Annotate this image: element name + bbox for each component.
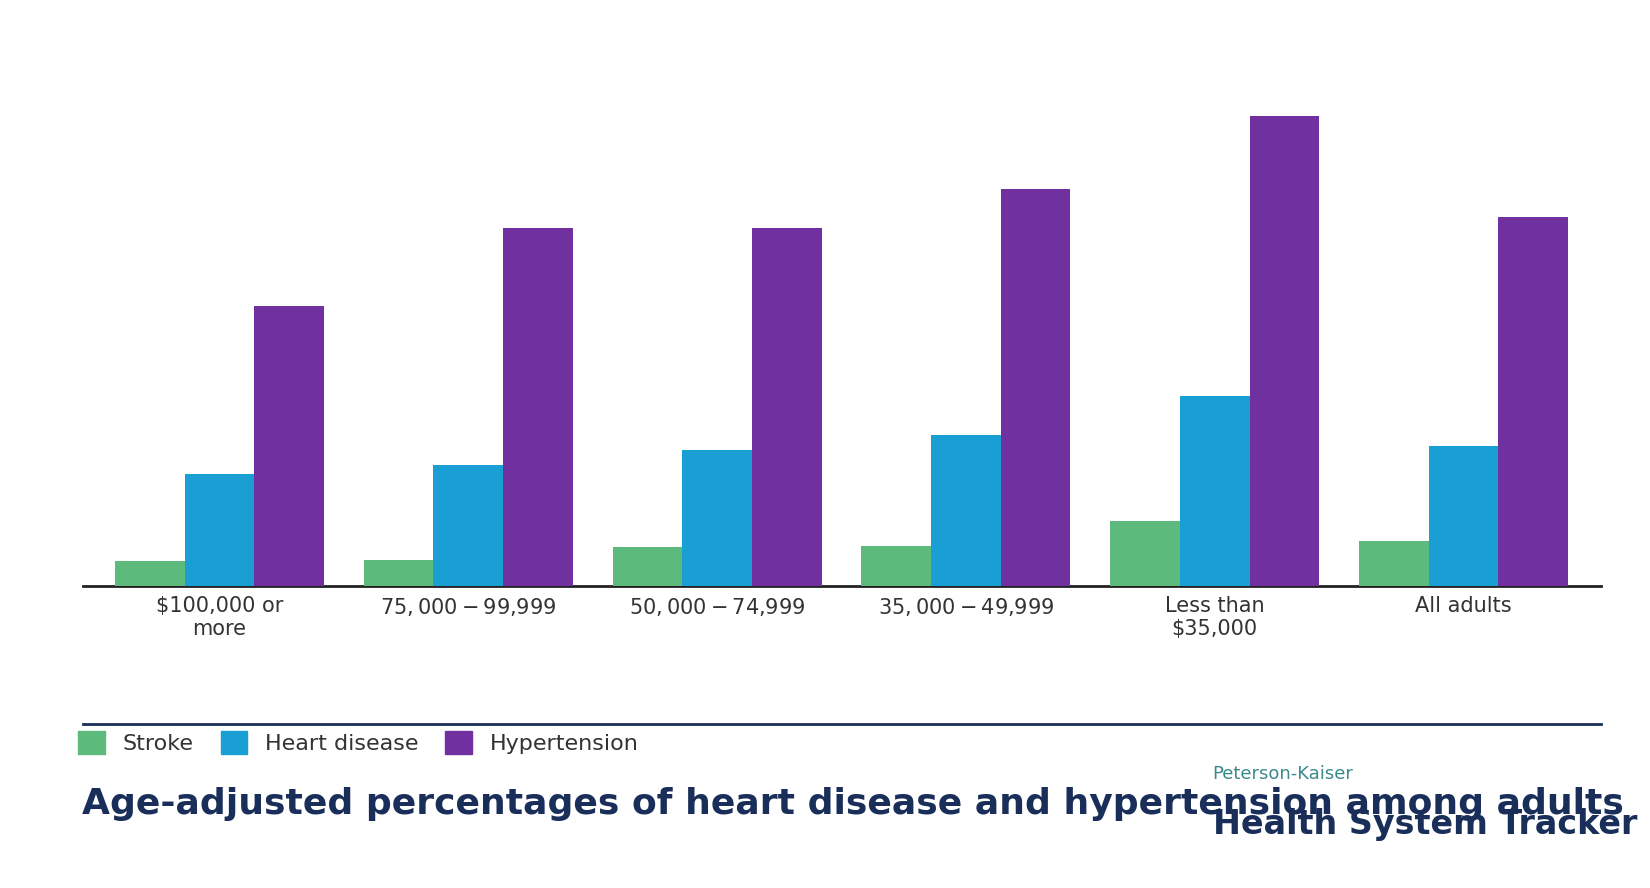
Text: Health System Tracker: Health System Tracker bbox=[1213, 807, 1637, 841]
Bar bbox=[363, 560, 434, 586]
Bar bbox=[681, 449, 752, 586]
Bar bbox=[861, 546, 931, 586]
Bar bbox=[1249, 116, 1320, 586]
Bar bbox=[116, 561, 185, 586]
Bar bbox=[185, 474, 254, 586]
Bar bbox=[931, 435, 1002, 586]
Bar bbox=[752, 228, 822, 586]
Bar bbox=[1498, 217, 1568, 586]
Bar bbox=[434, 465, 503, 586]
Legend: Stroke, Heart disease, Hypertension: Stroke, Heart disease, Hypertension bbox=[79, 731, 639, 754]
Bar bbox=[1002, 189, 1071, 586]
Bar bbox=[503, 228, 573, 586]
Bar bbox=[612, 547, 681, 586]
Text: Peterson-Kaiser: Peterson-Kaiser bbox=[1213, 765, 1353, 783]
Bar bbox=[254, 306, 323, 586]
Bar bbox=[1360, 542, 1429, 586]
Bar bbox=[1180, 396, 1249, 586]
Bar bbox=[1429, 446, 1498, 586]
Text: Age-adjusted percentages of heart disease and hypertension among adults: Age-adjusted percentages of heart diseas… bbox=[82, 787, 1624, 821]
Bar bbox=[1110, 521, 1180, 586]
